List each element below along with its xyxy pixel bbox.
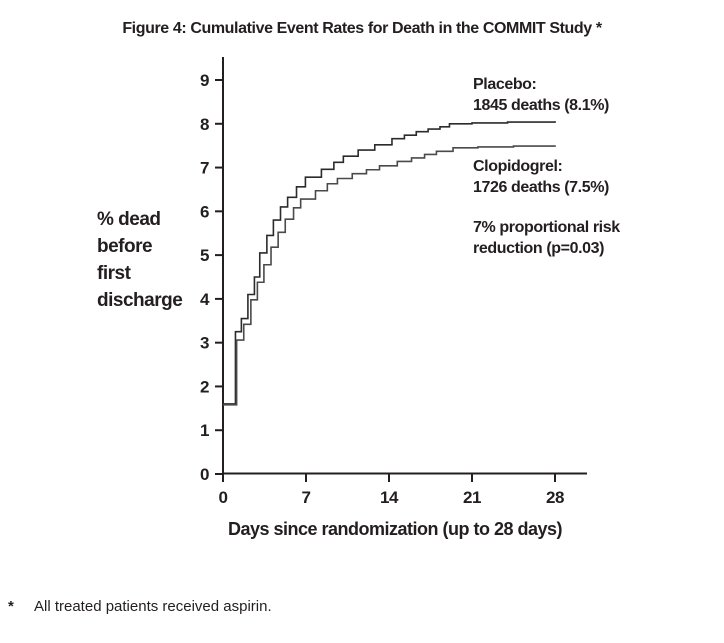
y-axis-title: % dead before first discharge xyxy=(97,206,183,314)
placebo-annotation-name: Placebo: xyxy=(473,76,537,93)
y-tick-label-6: 6 xyxy=(200,202,209,221)
risk-reduction-line: reduction (p=0.03) xyxy=(473,240,605,257)
y-tick-label-7: 7 xyxy=(200,159,209,178)
risk-reduction-line: 7% proportional risk xyxy=(473,219,620,236)
y-tick-label-9: 9 xyxy=(200,71,209,90)
y-tick-label-3: 3 xyxy=(200,334,209,353)
footnote-asterisk: * xyxy=(8,598,14,615)
placebo-annotation-deaths: 1845 deaths (8.1%) xyxy=(473,97,609,114)
clopidogrel-annotation-deaths: 1726 deaths (7.5%) xyxy=(473,179,609,196)
y-axis-title-line: discharge xyxy=(97,290,183,311)
footnote: * All treated patients received aspirin. xyxy=(8,598,272,615)
x-tick-label-21: 21 xyxy=(463,488,481,507)
y-tick-label-2: 2 xyxy=(200,377,209,396)
placebo-curve xyxy=(223,121,556,405)
y-tick-label-1: 1 xyxy=(200,421,209,440)
x-tick-label-28: 28 xyxy=(546,488,564,507)
clopidogrel-curve xyxy=(223,145,556,406)
placebo-annotation: Placebo: 1845 deaths (8.1%) xyxy=(473,74,609,116)
clopidogrel-annotation: Clopidogrel: 1726 deaths (7.5%) xyxy=(473,156,609,198)
chart-title: Figure 4: Cumulative Event Rates for Dea… xyxy=(122,20,602,37)
x-tick-label-0: 0 xyxy=(219,488,228,507)
y-axis-title-line: % dead xyxy=(97,209,161,230)
footnote-text: All treated patients received aspirin. xyxy=(34,598,272,615)
y-tick-label-4: 4 xyxy=(200,290,210,309)
y-axis-ticks: 0 1 2 3 4 5 6 7 8 9 xyxy=(200,71,223,484)
y-axis-title-line: first xyxy=(97,263,131,284)
clopidogrel-annotation-name: Clopidogrel: xyxy=(473,158,563,175)
event-rate-curves xyxy=(223,121,556,406)
x-tick-label-14: 14 xyxy=(380,488,399,507)
x-axis-title: Days since randomization (up to 28 days) xyxy=(227,519,563,539)
risk-reduction-annotation: 7% proportional risk reduction (p=0.03) xyxy=(473,217,620,259)
y-tick-label-5: 5 xyxy=(200,246,209,265)
x-axis-ticks: 0 7 14 21 28 xyxy=(219,474,564,507)
y-axis-title-line: before xyxy=(97,236,153,257)
y-tick-label-0: 0 xyxy=(200,465,209,484)
y-tick-label-8: 8 xyxy=(200,115,209,134)
x-tick-label-7: 7 xyxy=(302,488,311,507)
